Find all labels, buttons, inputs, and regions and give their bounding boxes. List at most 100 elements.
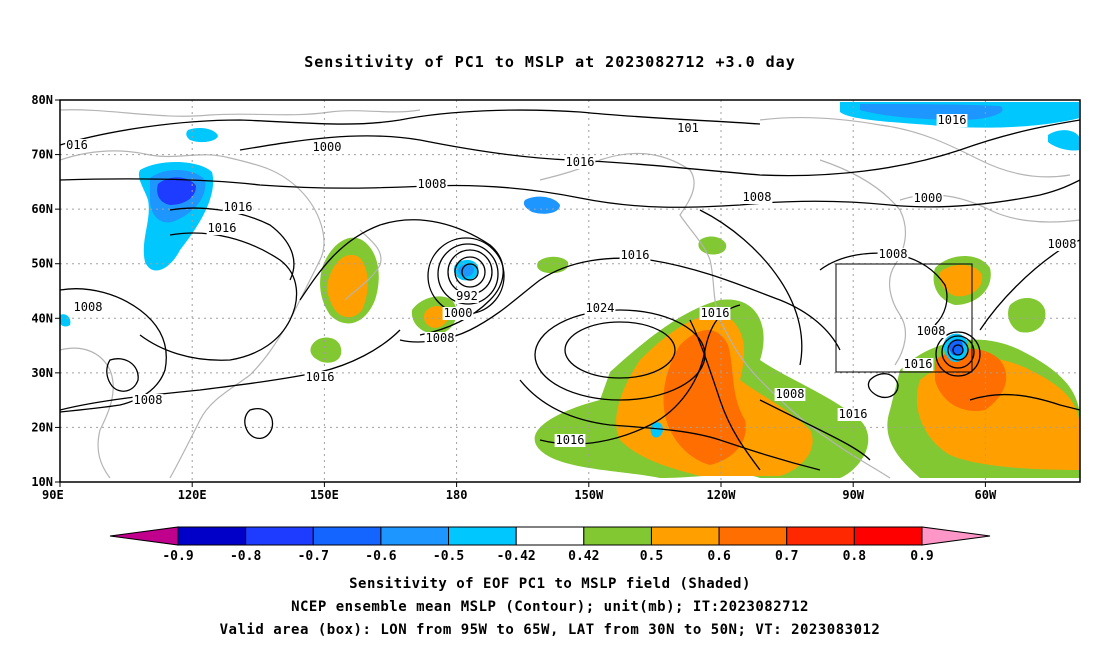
isobar-label: 1016: [621, 248, 650, 262]
isobar-label: 1016: [904, 357, 933, 371]
isobar-label-bg: [774, 388, 806, 401]
shade-positive: [1008, 298, 1046, 333]
isobar-label-bg: [222, 201, 254, 214]
lon-tick-label: 120W: [707, 488, 737, 502]
isobar-low-center: [947, 339, 969, 361]
isobar-label: 1016: [306, 370, 335, 384]
isobar-label: 1008: [879, 247, 908, 261]
isobar: [106, 358, 139, 392]
colorbar-label: -0.9: [162, 549, 193, 564]
lon-tick-label: 180: [446, 488, 468, 502]
isobar-label: 1016: [566, 155, 595, 169]
isobar: [299, 219, 504, 336]
isobar-label: 1016: [556, 433, 585, 447]
colorbar-label: -0.8: [230, 549, 261, 564]
colorbar-arrow-min: [109, 526, 179, 546]
lon-tick-label: 120E: [178, 488, 207, 502]
isobar-label: 1008: [776, 387, 805, 401]
colorbar-labels: -0.9 -0.8 -0.7 -0.6 -0.5 -0.42 0.42 0.5 0.6 0.7 0.…: [162, 549, 933, 564]
isobar-label-bg: [676, 122, 700, 135]
isobar-label: 1016: [938, 113, 967, 127]
isobar-label-bg: [619, 249, 651, 262]
isobar-label-bg: [912, 192, 944, 205]
coastline: [819, 159, 907, 366]
colorbar-swatch: [718, 526, 788, 546]
coastline: [60, 150, 325, 479]
colorbar-swatch: [312, 526, 382, 546]
colorbar-swatch: [448, 526, 517, 546]
isobar-label-bg: [1046, 238, 1078, 251]
isobar: [399, 257, 841, 351]
isobar-label-bg: [416, 178, 448, 191]
isobar: [759, 399, 871, 461]
shade-positive: [424, 306, 449, 328]
colorbar-label: 0.42: [568, 549, 599, 564]
shade-negative: [186, 128, 218, 143]
map-panel: 016 1000 1016 1008 1016 1016 1008 1008 992 1000 10…: [60, 100, 1080, 482]
lat-tick-label: 60N: [31, 202, 53, 216]
coastline: [344, 229, 382, 301]
lat-tick-label: 80N: [31, 93, 53, 107]
figure-title: Sensitivity of PC1 to MSLP at 2023082712…: [304, 53, 796, 71]
colorbar-swatch: [245, 526, 314, 546]
isobar-label-bg: [936, 114, 968, 127]
isobar: [244, 408, 274, 439]
shade-positive: [537, 256, 569, 274]
isobar: [819, 252, 948, 326]
coastline: [60, 347, 114, 479]
lat-tick-label: 50N: [31, 257, 53, 271]
isobar-label: 1008: [917, 324, 946, 338]
isobar: [60, 288, 167, 413]
isobar: [239, 119, 1080, 177]
colorbar-label: -0.6: [365, 549, 396, 564]
isobar-label-bg: [741, 191, 773, 204]
coastline: [60, 109, 421, 117]
isobar-low-center: [454, 256, 486, 288]
isobar: [169, 207, 295, 281]
isobar-label-bg: [206, 222, 238, 235]
lon-tick-label: 60W: [975, 488, 997, 502]
isobar-label-bg: [65, 139, 89, 152]
isobar: [60, 109, 761, 146]
isobar-label: 1008: [426, 331, 455, 345]
isobar: [60, 329, 401, 411]
isobar-labels: 016 1000 1016 1008 1016 1016 1008 1008 992 1000 10…: [65, 113, 1078, 447]
isobar-low-center: [952, 344, 964, 356]
mslp-contours: [60, 109, 1080, 471]
isobar-low-center: [437, 243, 499, 305]
isobar: [60, 178, 1080, 208]
colorbar-swatch: [515, 526, 585, 546]
isobar-low-center: [941, 335, 975, 369]
latitude-tick-labels: 80N 70N 60N 50N 40N 30N 20N 10N: [31, 93, 60, 489]
isobar: [867, 373, 899, 399]
isobar-label-bg: [564, 156, 596, 169]
lat-tick-label: 20N: [31, 420, 53, 434]
isobar-label-bg: [442, 307, 474, 320]
map-frame: [59, 99, 1081, 483]
isobar: [689, 319, 761, 471]
isobar: [699, 209, 803, 366]
shade-positive: [310, 337, 342, 363]
colorbar-label: -0.42: [497, 549, 536, 564]
colorbar-swatch: [786, 526, 855, 546]
colorbar-label: 0.7: [775, 549, 798, 564]
lat-tick-label: 40N: [31, 311, 53, 325]
shade-negative: [523, 196, 560, 214]
caption-line-2: NCEP ensemble mean MSLP (Contour); unit(…: [291, 599, 809, 615]
lon-tick-label: 150W: [574, 488, 604, 502]
isobar-label: 992: [456, 289, 478, 303]
isobar-label-bg: [455, 290, 479, 303]
colorbar-label: 0.9: [910, 549, 933, 564]
longitude-tick-labels: 90E 120E 150E 180 150W 120W 90W 60W: [42, 482, 997, 502]
isobar-low-center: [461, 263, 479, 281]
isobar-label-bg: [311, 141, 343, 154]
isobar-high: [564, 321, 676, 379]
isobar-label-bg: [837, 408, 869, 421]
shade-positive: [327, 254, 368, 318]
colorbar-label: 0.5: [640, 549, 663, 564]
isobar-label: 1016: [208, 221, 237, 235]
isobar-label: 1008: [743, 190, 772, 204]
isobar-label: 1008: [134, 393, 163, 407]
lat-tick-label: 70N: [31, 148, 53, 162]
isobar-label-bg: [554, 434, 586, 447]
